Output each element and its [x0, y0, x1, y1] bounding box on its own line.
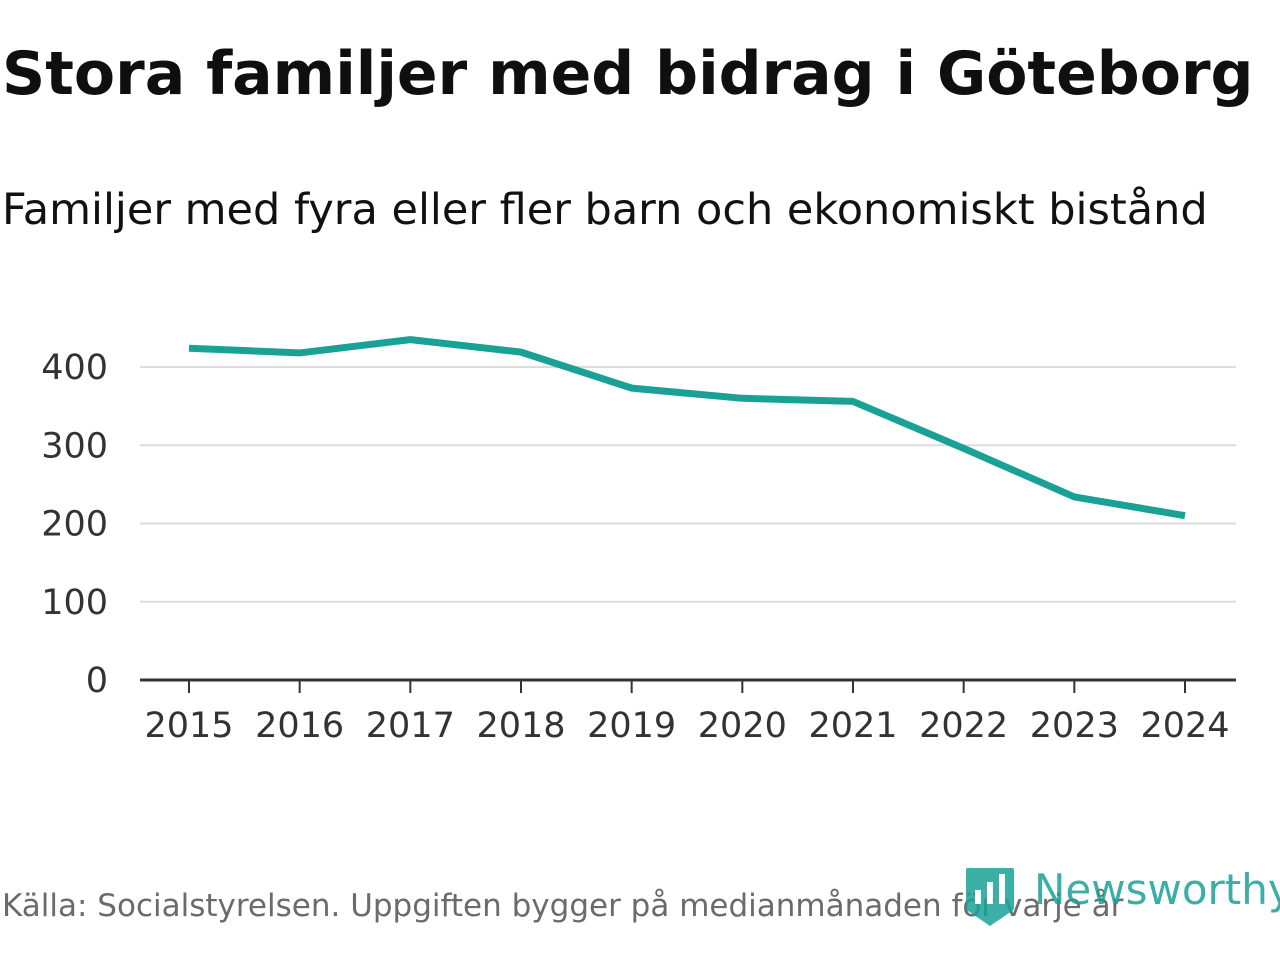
chart-title: Stora familjer med bidrag i Göteborg — [2, 39, 1254, 109]
grid-lines — [140, 366, 1236, 603]
x-tick-label: 2016 — [255, 706, 344, 746]
y-tick-label: 300 — [41, 426, 108, 466]
x-tick-label: 2019 — [587, 706, 676, 746]
x-tick-label: 2020 — [698, 706, 787, 746]
x-tick-label: 2023 — [1030, 706, 1119, 746]
x-tick-label: 2024 — [1140, 706, 1229, 746]
x-tick-label: 2017 — [366, 706, 455, 746]
x-tick-label: 2018 — [476, 706, 565, 746]
series-line — [188, 336, 1186, 520]
y-tick-label: 200 — [41, 505, 108, 545]
brand-logo: Newsworthy — [964, 864, 1280, 928]
y-tick-label: 0 — [86, 661, 108, 701]
y-tick-label: 400 — [41, 348, 108, 388]
newsworthy-logo-icon — [966, 868, 1014, 926]
x-tick-label: 2022 — [919, 706, 1008, 746]
x-tick-label: 2015 — [144, 706, 233, 746]
chart-subtitle: Familjer med fyra eller fler barn och ek… — [2, 185, 1208, 235]
y-axis-ticks: 0 100 200 300 400 — [41, 348, 108, 701]
series-group — [188, 336, 1186, 520]
x-axis: 2015 2016 2017 2018 2019 2020 2021 2022 2023 2024 — [140, 678, 1236, 746]
x-tick-label: 2021 — [808, 706, 897, 746]
y-tick-label: 100 — [41, 583, 108, 623]
source-note: Källa: Socialstyrelsen. Uppgiften bygger… — [2, 888, 1124, 924]
brand-name: Newsworthy — [1034, 865, 1280, 914]
